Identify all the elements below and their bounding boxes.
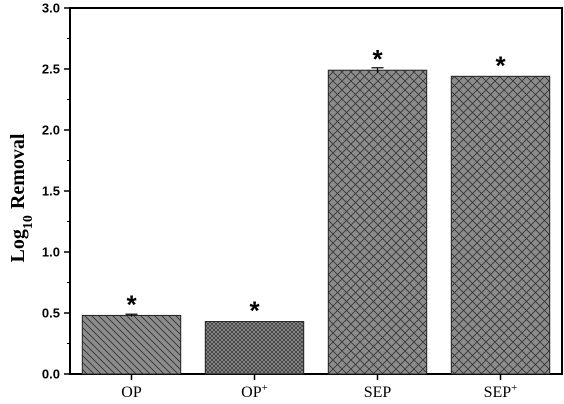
x-tick-label: SEP+ [484,382,518,401]
y-tick-label: 0.5 [42,306,60,321]
bar [450,75,551,375]
significance-star: * [126,289,137,319]
x-tick-label-text: OP [241,384,262,401]
x-tick-label-sup: + [511,382,517,394]
x-tick-label: OP [121,384,142,401]
y-axis-title-base: Log [7,229,29,262]
y-tick-label: 2.5 [42,62,60,77]
error-bars-group [125,67,384,317]
y-axis-title-rest: Removal [7,133,29,209]
y-tick-label: 3.0 [42,1,60,16]
significance-markers: * * * * [126,44,506,325]
y-axis-title: Log10 Removal [7,133,36,262]
x-tick-label-text: SEP [484,384,512,401]
x-tick-label: SEP [364,384,392,401]
y-tick-label: 1.5 [42,184,60,199]
significance-star: * [495,50,506,80]
x-tick-label-text: SEP [364,384,392,401]
x-tick-label-sup: + [262,382,268,394]
x-tick-label: OP+ [241,382,268,401]
y-tick-label: 1.0 [42,245,60,260]
y-axis-title-subscript: 10 [21,215,36,229]
bar [204,321,305,375]
x-tick-label-text: OP [121,384,142,401]
bar [327,69,428,375]
y-tick-label: 0.0 [42,367,60,382]
significance-star: * [249,296,260,326]
y-axis: 0.0 0.5 1.0 1.5 2.0 2.5 3.0 [42,1,70,382]
y-tick-label: 2.0 [42,123,60,138]
x-axis: OP OP+ SEP SEP+ [121,374,517,401]
significance-star: * [372,44,383,74]
bar [81,314,182,375]
bars-group [81,69,551,375]
